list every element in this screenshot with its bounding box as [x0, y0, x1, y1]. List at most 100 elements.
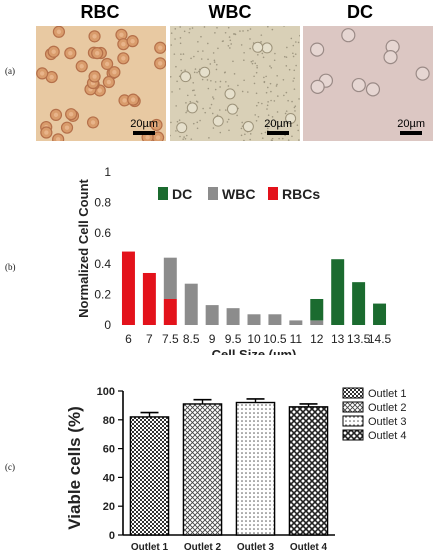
- dc-micrograph: 20µm: [303, 26, 433, 141]
- wbc-debris-dot: [255, 92, 258, 95]
- bar-dc-14.5: [373, 303, 387, 325]
- wbc-debris-dot: [295, 41, 297, 43]
- wbc-debris-dot: [291, 135, 293, 138]
- x-tick-label: 13: [331, 332, 345, 346]
- wbc-debris-dot: [202, 107, 204, 110]
- dc-cell: [310, 42, 325, 57]
- wbc-debris-dot: [229, 39, 232, 42]
- x-tick-label: 9: [209, 332, 216, 346]
- wbc-debris-dot: [225, 81, 227, 83]
- wbc-debris-dot: [255, 104, 258, 107]
- wbc-debris-dot: [241, 121, 243, 124]
- legend-swatch-wbc: [208, 187, 218, 200]
- bar-wbc-11: [289, 320, 303, 325]
- wbc-debris-dot: [170, 44, 173, 46]
- x-tick-label: 13.5: [347, 332, 371, 346]
- bar-rbcs-7.5: [163, 298, 177, 325]
- wbc-cell: [226, 103, 238, 115]
- wbc-debris-dot: [284, 112, 287, 115]
- wbc-debris-dot: [278, 137, 280, 140]
- bar-dc-12: [310, 298, 324, 321]
- wbc-debris-dot: [271, 139, 273, 141]
- rbc-scale-bar: 20µm: [130, 118, 158, 135]
- wbc-debris-dot: [196, 121, 199, 124]
- wbc-debris-dot: [214, 32, 216, 34]
- wbc-debris-dot: [260, 132, 263, 135]
- y-tick-label: 80: [103, 415, 115, 427]
- wbc-debris-dot: [195, 100, 198, 103]
- wbc-debris-dot: [216, 63, 218, 66]
- wbc-debris-dot: [179, 26, 181, 28]
- wbc-debris-dot: [239, 30, 241, 32]
- viability-bar-3: [235, 401, 276, 536]
- wbc-debris-dot: [212, 96, 214, 98]
- wbc-debris-dot: [182, 138, 185, 140]
- bar-wbc-9: [205, 305, 219, 325]
- wbc-debris-dot: [294, 53, 297, 55]
- bar-wbc-12: [310, 320, 324, 325]
- wbc-debris-dot: [261, 137, 264, 139]
- wbc-debris-dot: [178, 88, 181, 90]
- wbc-cell: [224, 88, 236, 100]
- wbc-debris-dot: [282, 79, 285, 81]
- rbc-micrograph: 20µm: [36, 26, 166, 141]
- wbc-debris-dot: [191, 27, 194, 29]
- wbc-debris-dot: [261, 52, 264, 55]
- wbc-debris-dot: [182, 53, 185, 55]
- x-tick-label: Outlet 3: [237, 542, 275, 550]
- rbc-cell-center: [56, 29, 62, 34]
- wbc-debris-dot: [263, 81, 266, 84]
- wbc-debris-dot: [254, 114, 257, 116]
- wbc-debris-dot: [192, 82, 195, 84]
- wbc-debris-dot: [285, 91, 288, 94]
- wbc-debris-dot: [215, 68, 218, 71]
- wbc-debris-dot: [253, 82, 256, 85]
- rbc-cell-center: [79, 64, 84, 69]
- wbc-debris-dot: [193, 71, 196, 74]
- wbc-cell: [186, 102, 198, 114]
- y-tick-label: 0.2: [94, 287, 111, 301]
- wbc-debris-dot: [221, 40, 224, 43]
- wbc-debris-dot: [178, 119, 181, 121]
- wbc-debris-dot: [297, 41, 300, 44]
- wbc-debris-dot: [190, 57, 192, 60]
- wbc-debris-dot: [266, 104, 269, 107]
- rbc-cell-center: [130, 38, 135, 44]
- rbc-cell-center: [154, 122, 159, 128]
- wbc-debris-dot: [261, 102, 263, 105]
- wbc-debris-dot: [170, 121, 172, 124]
- viability-bar-1: [129, 416, 170, 536]
- wbc-debris-dot: [180, 58, 182, 61]
- rbc-cell-center: [157, 61, 163, 66]
- wbc-debris-dot: [260, 41, 262, 43]
- y-tick-label: 0.8: [94, 196, 111, 210]
- legend-swatch-rbcs: [268, 187, 278, 200]
- rbc-cell-center: [64, 125, 70, 130]
- x-tick-label: 6: [125, 332, 132, 346]
- rbc-cell-center: [97, 88, 102, 93]
- rbc-cell-center: [121, 41, 126, 47]
- y-tick-label: 1: [104, 165, 111, 179]
- wbc-debris-dot: [189, 100, 192, 103]
- wbc-debris-dot: [269, 65, 271, 67]
- wbc-debris-dot: [212, 97, 215, 100]
- wbc-debris-dot: [243, 139, 245, 141]
- dc-cell: [341, 28, 356, 43]
- rbc-scale-label: 20µm: [130, 118, 158, 130]
- wbc-debris-dot: [299, 34, 300, 37]
- wbc-debris-dot: [292, 44, 295, 47]
- legend-label-outlet-1: Outlet 1: [368, 388, 407, 400]
- wbc-debris-dot: [266, 129, 269, 132]
- wbc-debris-dot: [214, 88, 217, 91]
- wbc-debris-dot: [285, 110, 288, 112]
- wbc-debris-dot: [298, 98, 300, 100]
- wbc-debris-dot: [262, 56, 265, 59]
- wbc-debris-dot: [224, 31, 227, 34]
- wbc-debris-dot: [211, 112, 214, 115]
- wbc-debris-dot: [210, 79, 212, 82]
- wbc-debris-dot: [196, 127, 199, 130]
- wbc-debris-dot: [267, 26, 269, 28]
- wbc-debris-dot: [273, 59, 276, 62]
- wbc-debris-dot: [297, 129, 300, 132]
- wbc-debris-dot: [207, 87, 210, 90]
